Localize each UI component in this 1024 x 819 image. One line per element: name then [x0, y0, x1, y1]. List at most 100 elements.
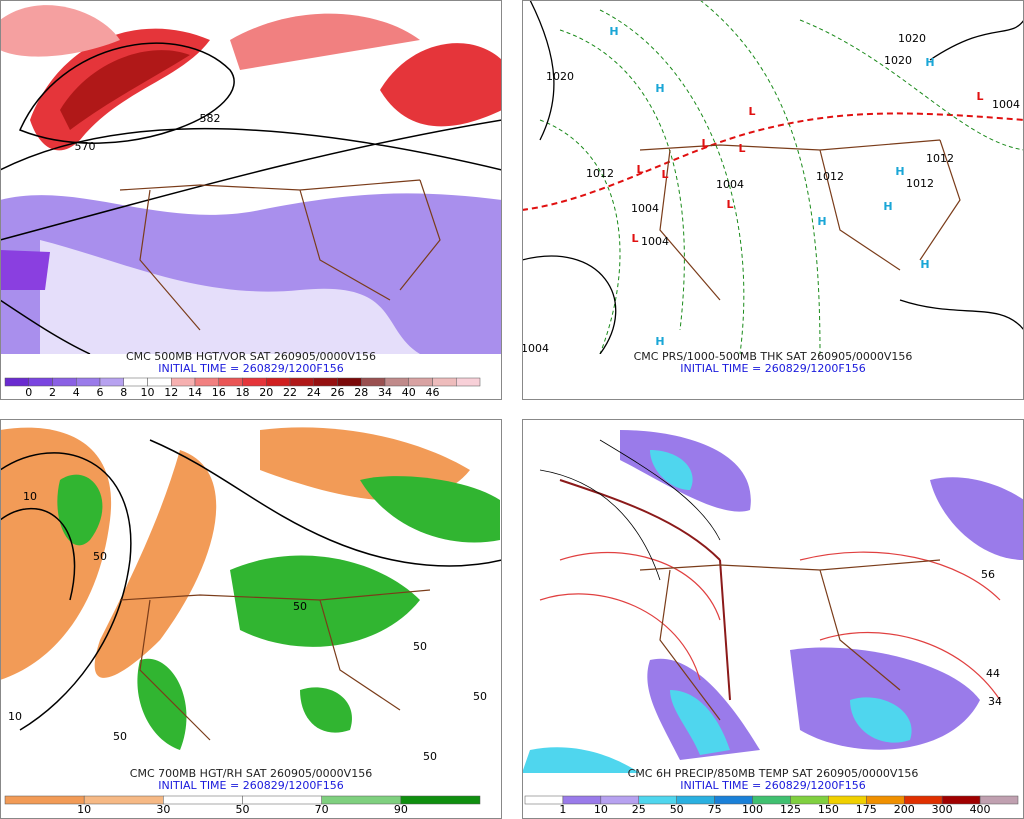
colorbar-cell — [4, 795, 85, 805]
colorbar-label: 0 — [25, 386, 32, 399]
initial-time: INITIAL TIME = 260829/1200F156 — [680, 779, 865, 792]
contour-label: 56 — [981, 568, 995, 581]
pressure-center: L — [726, 198, 733, 211]
map-vorticity — [0, 0, 502, 354]
colorbar-cell — [83, 795, 164, 805]
map-pressure — [522, 0, 1024, 354]
colorbar-cell — [147, 377, 172, 387]
contour-label: 1020 — [898, 32, 926, 45]
contour-label: 582 — [200, 112, 221, 125]
pressure-center: H — [925, 56, 934, 69]
colorbar-cell — [266, 377, 291, 387]
colorbar-label: 4 — [73, 386, 80, 399]
colorbar-label: 6 — [97, 386, 104, 399]
initial-time: INITIAL TIME = 260829/1200F156 — [158, 779, 343, 792]
contour-label: 1004 — [641, 235, 669, 248]
colorbar-label: 10 — [141, 386, 155, 399]
pressure-center: L — [976, 90, 983, 103]
contour-label: 1012 — [926, 152, 954, 165]
colorbar-label: 100 — [742, 803, 763, 816]
colorbar-cell — [4, 377, 29, 387]
colorbar-label: 22 — [283, 386, 297, 399]
colorbar-cell — [979, 795, 1019, 805]
colorbar-cell — [52, 377, 77, 387]
colorbar-label: 12 — [164, 386, 178, 399]
colorbar-cell — [289, 377, 314, 387]
contour-label: 50 — [93, 550, 107, 563]
colorbar-cell — [242, 795, 322, 805]
pressure-center: H — [609, 25, 618, 38]
colorbar-cell — [194, 377, 219, 387]
contour-label: 1012 — [906, 177, 934, 190]
colorbar-label: 400 — [970, 803, 991, 816]
contour-label: 50 — [293, 600, 307, 613]
pressure-center: L — [661, 168, 668, 181]
contour-label: 1012 — [816, 170, 844, 183]
colorbar-cell — [400, 795, 481, 805]
contour-label: 1020 — [546, 70, 574, 83]
contour-label: 1004 — [716, 178, 744, 191]
colorbar-label: 300 — [932, 803, 953, 816]
initial-time: INITIAL TIME = 260829/1200F156 — [158, 362, 343, 375]
colorbar-label: 14 — [188, 386, 202, 399]
colorbar-label: 28 — [354, 386, 368, 399]
pressure-center: H — [920, 258, 929, 271]
colorbar-cell — [361, 377, 386, 387]
panel-title: CMC 700MB HGT/RH SAT 260905/0000V156 — [130, 767, 372, 780]
contour-label: 10 — [23, 490, 37, 503]
colorbar-label: 70 — [315, 803, 329, 816]
pressure-center: H — [655, 335, 664, 348]
colorbar-label: 26 — [331, 386, 345, 399]
contour-label: 1012 — [586, 167, 614, 180]
pressure-center: L — [631, 232, 638, 245]
contour-label: 1004 — [992, 98, 1020, 111]
colorbar-cell — [384, 377, 409, 387]
colorbar-label: 175 — [856, 803, 877, 816]
panel-title: CMC 6H PRECIP/850MB TEMP SAT 260905/0000… — [628, 767, 919, 780]
contour-label: 50 — [423, 750, 437, 763]
colorbar-label: 25 — [632, 803, 646, 816]
colorbar-cell — [163, 795, 243, 805]
colorbar-label: 18 — [236, 386, 250, 399]
colorbar-label: 10 — [77, 803, 91, 816]
colorbar-cell — [218, 377, 243, 387]
colorbar-cell — [408, 377, 433, 387]
contour-label: 1004 — [521, 342, 549, 355]
panel-title: CMC 500MB HGT/VOR SAT 260905/0000V156 — [126, 350, 376, 363]
colorbar-cell — [321, 795, 402, 805]
colorbar-label: 16 — [212, 386, 226, 399]
colorbar-label: 2 — [49, 386, 56, 399]
contour-label: 50 — [113, 730, 127, 743]
pressure-center: H — [895, 165, 904, 178]
colorbar-cell — [313, 377, 338, 387]
pressure-center: H — [655, 82, 664, 95]
pressure-center: H — [817, 215, 826, 228]
colorbar-cell — [337, 377, 362, 387]
pressure-center: L — [636, 163, 643, 176]
colorbar-label: 90 — [394, 803, 408, 816]
colorbar-cell — [28, 377, 53, 387]
colorbar-label: 34 — [378, 386, 392, 399]
colorbar-cell — [99, 377, 124, 387]
colorbar-cell — [171, 377, 196, 387]
colorbar-label: 125 — [780, 803, 801, 816]
colorbar-label: 10 — [594, 803, 608, 816]
colorbar-label: 40 — [402, 386, 416, 399]
colorbar-label: 8 — [120, 386, 127, 399]
colorbar-label: 150 — [818, 803, 839, 816]
colorbar-label: 24 — [307, 386, 321, 399]
colorbar-cell — [524, 795, 564, 805]
colorbar-label: 75 — [708, 803, 722, 816]
pressure-center: L — [738, 142, 745, 155]
colorbar-cell — [76, 377, 101, 387]
colorbar-cell — [242, 377, 267, 387]
colorbar-cell — [432, 377, 457, 387]
contour-label: 44 — [986, 667, 1000, 680]
colorbar-label: 46 — [426, 386, 440, 399]
colorbar-label: 50 — [670, 803, 684, 816]
map-precip — [522, 419, 1024, 773]
pressure-center: H — [883, 200, 892, 213]
colorbar-cell — [123, 377, 148, 387]
contour-label: 570 — [75, 140, 96, 153]
